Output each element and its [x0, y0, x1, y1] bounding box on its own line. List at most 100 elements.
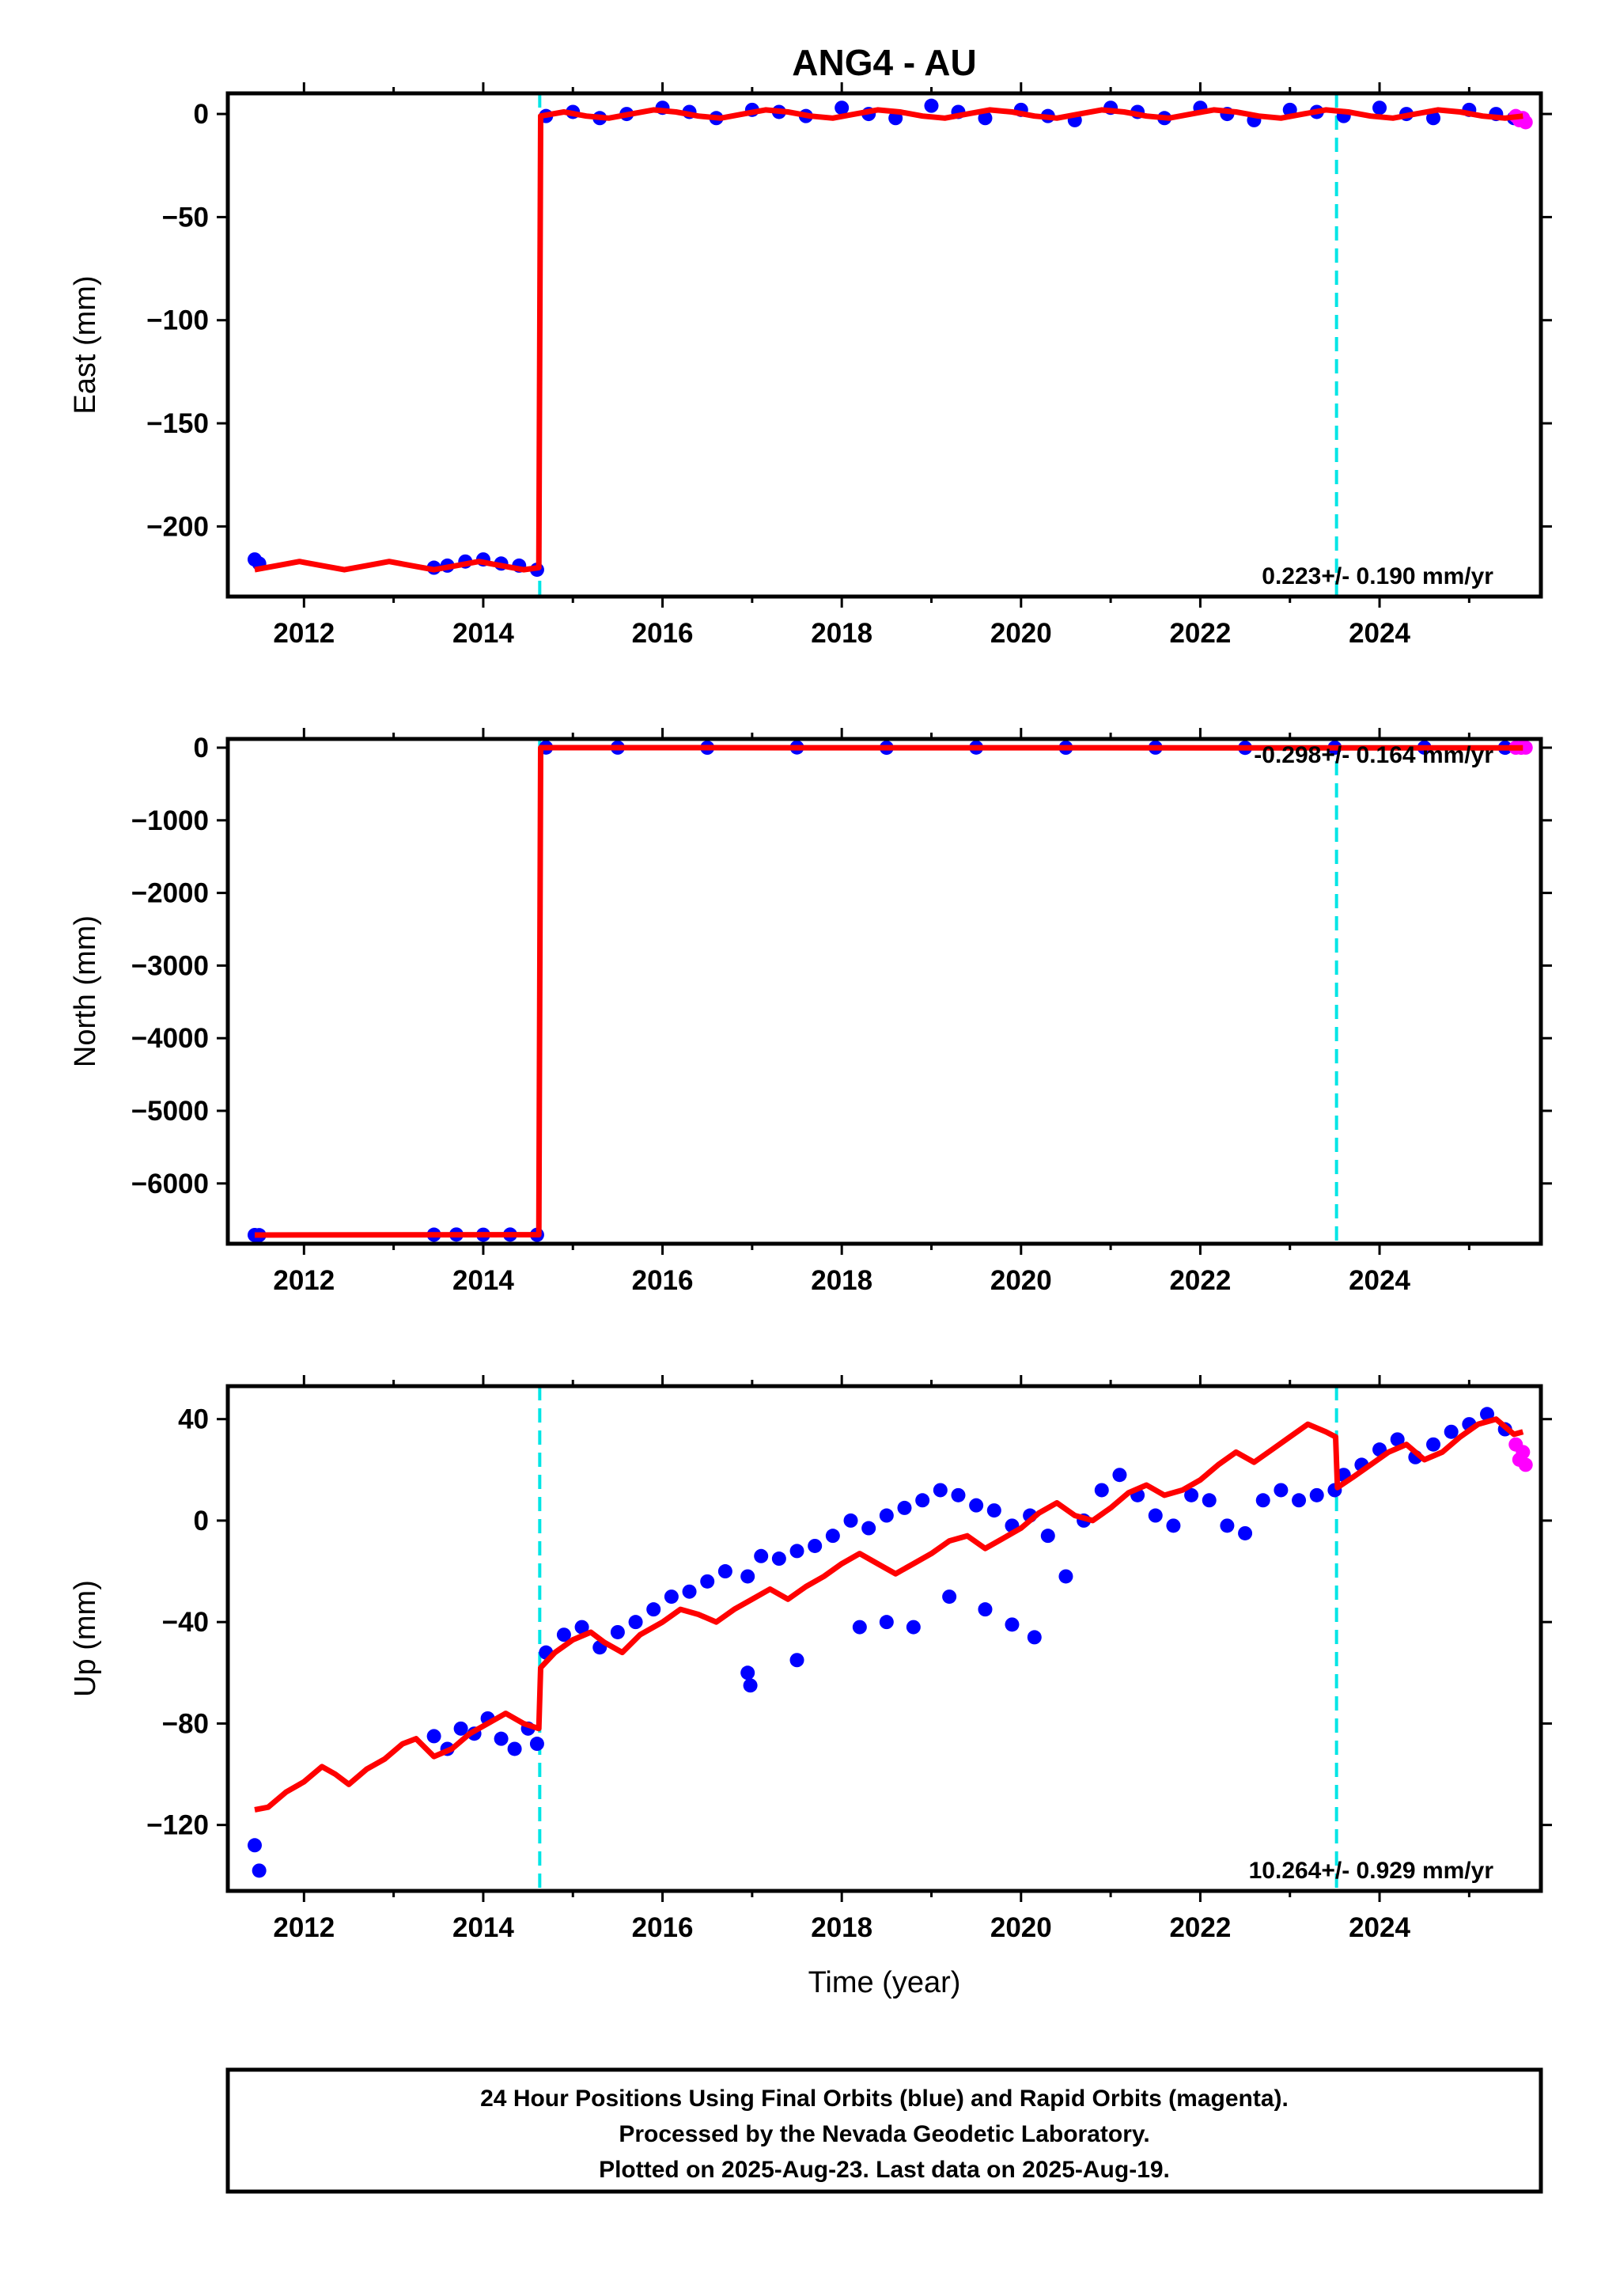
blue-point — [700, 1574, 715, 1589]
blue-point — [879, 1508, 894, 1523]
panel-3: 40 0 −40 −80 −120 2012 2014 2016 2018 2020 2022 202… — [69, 1375, 1552, 1943]
plot-frame — [225, 1384, 1543, 1893]
blue-point — [1444, 1424, 1459, 1439]
blue-point — [1058, 1569, 1073, 1584]
x-tick-label: 2020 — [990, 1265, 1052, 1296]
blue-point — [924, 98, 939, 113]
y-tick-label: −2000 — [131, 878, 209, 909]
chart-title: ANG4 - AU — [792, 42, 976, 83]
x-tick-label: 2022 — [1169, 618, 1231, 649]
plot-area — [247, 1386, 1533, 1891]
blue-point — [740, 1665, 755, 1680]
blue-point — [1166, 1518, 1181, 1533]
y-tick-label: −150 — [146, 408, 209, 439]
panel-1: 0 −50 −100 −150 −200 2012 2014 2016 2018 2020 2022… — [69, 82, 1552, 649]
blue-point — [717, 1564, 732, 1579]
y-axis-label: East (mm) — [69, 275, 102, 414]
blue-point — [1426, 1437, 1441, 1452]
blue-point — [494, 1731, 509, 1746]
y-axis-label: Up (mm) — [69, 1580, 102, 1697]
blue-point — [682, 1584, 697, 1599]
blue-point — [1184, 1487, 1199, 1502]
blue-point — [664, 1589, 679, 1605]
blue-point — [986, 1503, 1001, 1518]
footer-line-1: 24 Hour Positions Using Final Orbits (bl… — [480, 2086, 1289, 2112]
blue-point — [1426, 111, 1441, 126]
blue-point — [897, 1500, 912, 1515]
blue-point — [1005, 1617, 1020, 1632]
magenta-point — [1518, 740, 1533, 755]
x-tick-label: 2012 — [273, 618, 335, 649]
magenta-point — [1516, 1445, 1531, 1460]
blue-point — [852, 1620, 867, 1635]
x-tick-label: 2012 — [273, 1265, 335, 1296]
y-tick-label: 0 — [194, 99, 209, 130]
blue-point — [529, 1737, 544, 1752]
x-tick-label: 2020 — [990, 618, 1052, 649]
magenta-point — [1518, 1457, 1533, 1472]
x-tick-label: 2014 — [452, 1912, 514, 1943]
blue-point — [1309, 1487, 1324, 1502]
x-tick-label: 2018 — [811, 1265, 872, 1296]
blue-point — [933, 1483, 948, 1498]
blue-point — [252, 1863, 267, 1878]
blue-point — [879, 1615, 894, 1630]
blue-point — [556, 1627, 571, 1642]
x-tick-label: 2024 — [1349, 1912, 1410, 1943]
footer-line-2: Processed by the Nevada Geodetic Laborat… — [619, 2121, 1149, 2147]
y-tick-label: −200 — [146, 511, 209, 542]
rate-label: -0.298+/- 0.164 mm/yr — [1254, 742, 1493, 768]
blue-point — [861, 1521, 876, 1536]
blue-point — [978, 1602, 993, 1617]
blue-point — [942, 1589, 957, 1605]
blue-point — [808, 1538, 823, 1553]
plot-frame — [225, 737, 1543, 1246]
blue-point — [646, 1602, 661, 1617]
x-tick-label: 2022 — [1169, 1265, 1231, 1296]
rate-label: 0.223+/- 0.190 mm/yr — [1262, 563, 1493, 589]
blue-point — [426, 1729, 441, 1744]
plot-frame — [225, 91, 1543, 599]
x-tick-label: 2016 — [632, 618, 694, 649]
x-axis-label: Time (year) — [808, 1966, 961, 1999]
plot-area — [247, 739, 1533, 1244]
rate-label: 10.264+/- 0.929 mm/yr — [1249, 1858, 1494, 1884]
blue-point — [978, 111, 993, 126]
blue-point — [789, 1653, 804, 1668]
blue-point — [574, 1620, 589, 1635]
x-tick-label: 2012 — [273, 1912, 335, 1943]
blue-point — [507, 1741, 522, 1756]
x-tick-label: 2020 — [990, 1912, 1052, 1943]
x-tick-label: 2018 — [811, 1912, 872, 1943]
blue-point — [1202, 1493, 1217, 1508]
blue-point — [1292, 1493, 1307, 1508]
blue-point — [1112, 1468, 1127, 1483]
blue-point — [969, 1498, 984, 1513]
blue-point — [628, 1615, 643, 1630]
blue-point — [1274, 1483, 1289, 1498]
footer-line-3: Plotted on 2025-Aug-23. Last data on 202… — [599, 2157, 1170, 2183]
y-tick-label: −80 — [162, 1708, 209, 1739]
blue-point — [789, 1544, 804, 1559]
y-tick-label: 40 — [178, 1404, 209, 1435]
x-tick-label: 2014 — [452, 1265, 514, 1296]
y-tick-label: −6000 — [131, 1169, 209, 1199]
x-tick-label: 2018 — [811, 618, 872, 649]
x-tick-label: 2024 — [1349, 618, 1410, 649]
panel-2: 0 −1000 −2000 −3000 −4000 −5000 −6000 2012 2014 2… — [69, 728, 1552, 1296]
blue-point — [610, 1624, 625, 1639]
blue-point — [951, 1487, 966, 1502]
blue-point — [1390, 1432, 1405, 1447]
y-tick-label: −50 — [162, 202, 209, 233]
blue-point — [1220, 1518, 1235, 1533]
blue-point — [825, 1529, 840, 1544]
model-line — [254, 744, 1523, 1238]
y-tick-label: −3000 — [131, 950, 209, 981]
y-tick-label: −100 — [146, 305, 209, 336]
model-line — [254, 1416, 1524, 1813]
chart-panels: 0 −50 −100 −150 −200 2012 2014 2016 2018 2020 2022… — [69, 82, 1552, 1943]
blue-point — [1148, 1508, 1163, 1523]
y-tick-label: −1000 — [131, 805, 209, 836]
y-tick-label: −40 — [162, 1607, 209, 1638]
blue-point — [843, 1513, 858, 1528]
